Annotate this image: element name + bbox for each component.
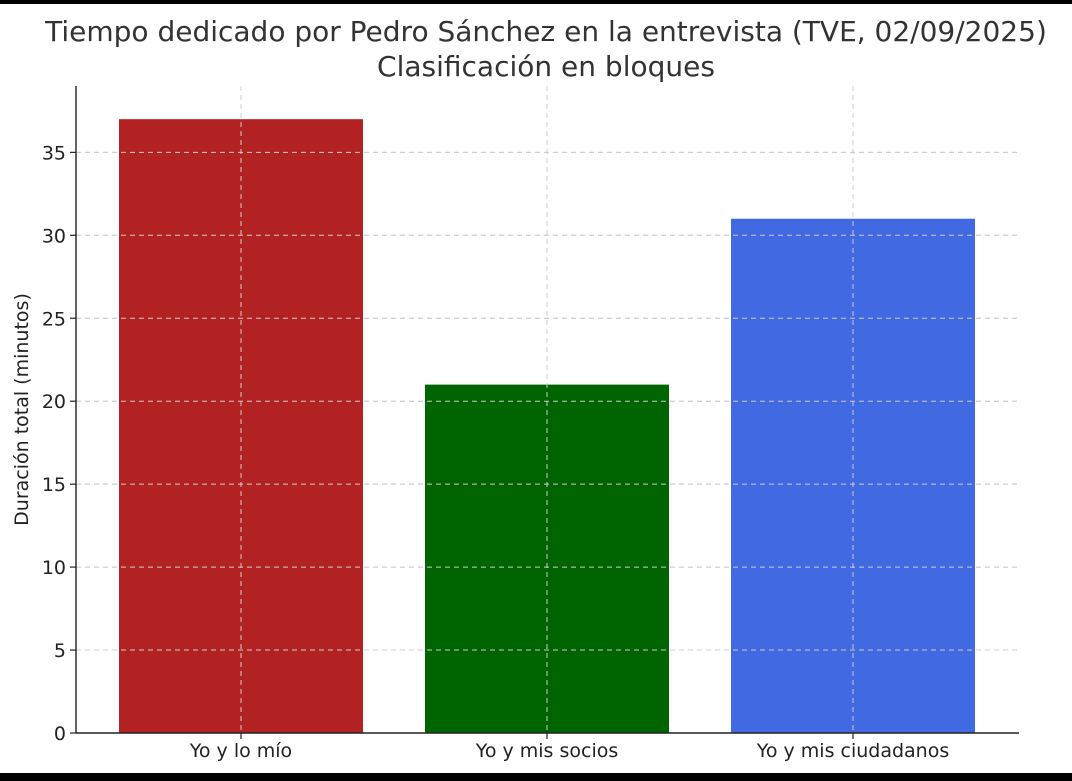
y-tick-label: 30 bbox=[42, 225, 66, 247]
x-tick-label: Yo y mis socios bbox=[475, 740, 619, 762]
x-ticks: Yo y lo mío Yo y mis socios Yo y mis ciuda… bbox=[189, 733, 949, 762]
y-axis-label: Duración total (minutos) bbox=[11, 293, 33, 526]
y-tick-label: 25 bbox=[42, 308, 66, 330]
bar-chart: Tiempo dedicado por Pedro Sánchez en la … bbox=[11, 15, 1047, 762]
y-tick-label: 35 bbox=[42, 142, 66, 164]
chart-title: Tiempo dedicado por Pedro Sánchez en la … bbox=[44, 15, 1047, 48]
x-tick-label: Yo y lo mío bbox=[189, 740, 292, 762]
y-tick-label: 0 bbox=[54, 723, 66, 745]
bar-0 bbox=[119, 119, 363, 733]
y-tick-label: 20 bbox=[42, 391, 66, 413]
y-tick-label: 5 bbox=[54, 640, 66, 662]
x-tick-label: Yo y mis ciudadanos bbox=[756, 740, 950, 762]
y-tick-label: 15 bbox=[42, 474, 66, 496]
chart-frame: Tiempo dedicado por Pedro Sánchez en la … bbox=[0, 4, 1072, 773]
chart-subtitle: Clasificación en bloques bbox=[377, 50, 715, 83]
y-tick-label: 10 bbox=[42, 557, 66, 579]
y-ticks: 0 5 10 15 20 25 30 35 bbox=[42, 142, 76, 745]
bars-layer bbox=[119, 119, 975, 733]
grid-overlay bbox=[76, 86, 1019, 733]
